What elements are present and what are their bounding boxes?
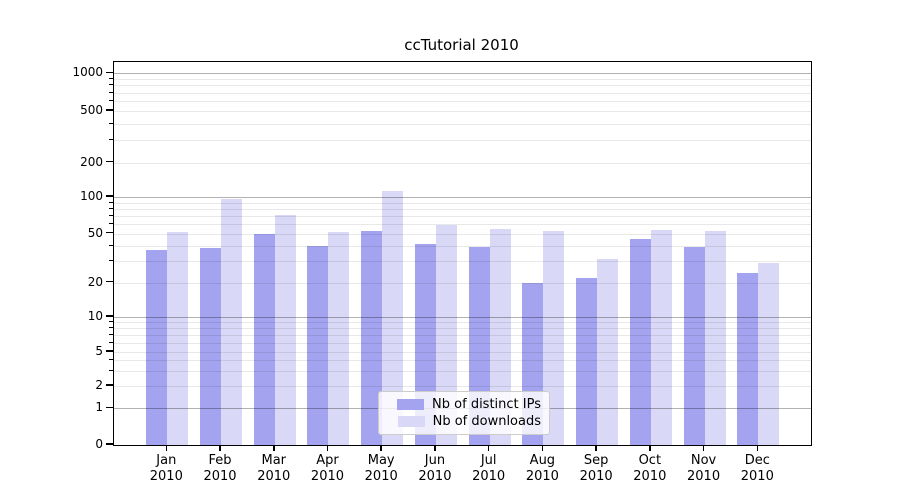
bars-layer: [114, 62, 811, 445]
legend-swatch-distinct-ips: [397, 399, 425, 410]
y-minor-tick-60: [109, 223, 113, 225]
y-minor-tick-8: [109, 327, 113, 329]
y-minor-tick-6: [109, 341, 113, 343]
x-tick-aug-2010: [541, 445, 544, 451]
y-tick-100: [106, 195, 113, 197]
bar-nb-of-downloads-nov-2010: [704, 230, 726, 445]
bar-nb-of-downloads-feb-2010: [221, 198, 243, 445]
y-tick-20: [106, 280, 113, 283]
y-tick-label-200: 200: [80, 154, 103, 169]
bar-nb-of-downloads-jul-2010: [489, 228, 511, 445]
bar-nb-of-downloads-sep-2010: [597, 259, 619, 445]
y-tick-0: [106, 443, 113, 445]
bar-nb-of-distinct-ips-jan-2010: [146, 249, 168, 445]
y-tick-label-1: 1: [95, 400, 103, 415]
x-tick-label-jul-2010: Jul 2010: [472, 453, 506, 484]
y-tick-label-10: 10: [87, 309, 103, 323]
x-tick-label-apr-2010: Apr 2010: [310, 453, 345, 484]
y-tick-label-20: 20: [87, 274, 103, 289]
x-tick-label-jan-2010: Jan 2010: [149, 453, 183, 484]
y-tick-10: [106, 315, 113, 317]
bar-nb-of-distinct-ips-oct-2010: [629, 239, 651, 445]
y-tick-5: [106, 350, 113, 352]
bar-nb-of-distinct-ips-nov-2010: [683, 247, 705, 445]
plot-area: [113, 61, 812, 446]
y-minor-tick-3: [109, 369, 113, 371]
y-minor-tick-70: [109, 214, 113, 216]
bar-nb-of-downloads-oct-2010: [650, 229, 672, 445]
x-tick-label-may-2010: May 2010: [364, 453, 398, 484]
y-tick-label-2: 2: [95, 378, 103, 392]
y-minor-tick-600: [109, 100, 113, 102]
x-tick-label-oct-2010: Oct 2010: [633, 453, 667, 484]
y-minor-tick-40: [109, 244, 113, 246]
legend: Nb of distinct IPs Nb of downloads: [378, 391, 550, 435]
x-tick-mar-2010: [273, 445, 275, 451]
y-minor-tick-4: [109, 359, 113, 361]
legend-label-distinct-ips: Nb of distinct IPs: [432, 397, 541, 412]
y-tick-label-5: 5: [95, 344, 103, 358]
x-tick-label-jun-2010: Jun 2010: [418, 453, 452, 484]
y-minor-tick-300: [109, 138, 113, 140]
bar-nb-of-distinct-ips-dec-2010: [737, 272, 759, 445]
x-tick-label-feb-2010: Feb 2010: [203, 453, 237, 484]
y-tick-1: [106, 406, 113, 409]
x-tick-apr-2010: [326, 445, 329, 451]
x-tick-jun-2010: [434, 445, 436, 451]
bar-nb-of-distinct-ips-feb-2010: [200, 248, 222, 445]
y-tick-500: [106, 109, 113, 111]
x-tick-nov-2010: [702, 445, 705, 451]
chart-title: ccTutorial 2010: [404, 36, 519, 54]
bar-nb-of-distinct-ips-mar-2010: [253, 233, 275, 445]
y-minor-tick-400: [109, 122, 113, 124]
bar-nb-of-distinct-ips-apr-2010: [307, 245, 329, 445]
x-tick-may-2010: [380, 445, 382, 451]
y-tick-label-50: 50: [87, 225, 103, 240]
bar-nb-of-downloads-apr-2010: [328, 231, 350, 445]
legend-swatch-downloads: [397, 416, 425, 427]
x-tick-jan-2010: [165, 445, 168, 451]
y-tick-200: [106, 160, 113, 163]
y-minor-tick-9: [109, 321, 113, 323]
legend-item-downloads: Nb of downloads: [386, 414, 541, 429]
legend-item-distinct-ips: Nb of distinct IPs: [386, 397, 541, 412]
bar-nb-of-downloads-jan-2010: [167, 231, 189, 445]
y-tick-1000: [106, 71, 113, 74]
y-tick-label-500: 500: [80, 103, 103, 117]
legend-label-downloads: Nb of downloads: [432, 414, 541, 429]
x-tick-sep-2010: [595, 445, 597, 451]
bar-nb-of-downloads-jun-2010: [435, 224, 457, 445]
y-minor-tick-900: [109, 78, 113, 80]
x-tick-label-aug-2010: Aug 2010: [525, 453, 559, 484]
y-minor-tick-700: [109, 91, 113, 93]
x-tick-dec-2010: [756, 445, 759, 451]
x-tick-feb-2010: [219, 445, 221, 451]
bar-nb-of-downloads-may-2010: [382, 191, 404, 445]
x-tick-oct-2010: [649, 445, 651, 451]
bar-nb-of-downloads-mar-2010: [274, 215, 296, 445]
y-minor-tick-80: [109, 207, 113, 209]
y-minor-tick-7: [109, 334, 113, 335]
x-tick-label-sep-2010: Sep 2010: [579, 453, 613, 484]
bar-nb-of-downloads-dec-2010: [758, 262, 780, 445]
bar-nb-of-distinct-ips-may-2010: [361, 230, 383, 445]
y-tick-50: [106, 231, 113, 234]
y-minor-tick-30: [109, 260, 113, 262]
x-tick-jul-2010: [487, 445, 490, 451]
x-tick-label-dec-2010: Dec 2010: [740, 453, 774, 484]
x-tick-label-mar-2010: Mar 2010: [257, 453, 291, 484]
y-tick-2: [106, 384, 113, 386]
x-tick-label-nov-2010: Nov 2010: [687, 453, 721, 484]
y-tick-label-1000: 1000: [72, 65, 103, 80]
y-tick-label-0: 0: [95, 437, 103, 451]
y-minor-tick-90: [109, 201, 113, 203]
bar-nb-of-distinct-ips-sep-2010: [576, 277, 598, 445]
y-minor-tick-800: [109, 84, 113, 86]
y-tick-label-100: 100: [80, 189, 103, 203]
